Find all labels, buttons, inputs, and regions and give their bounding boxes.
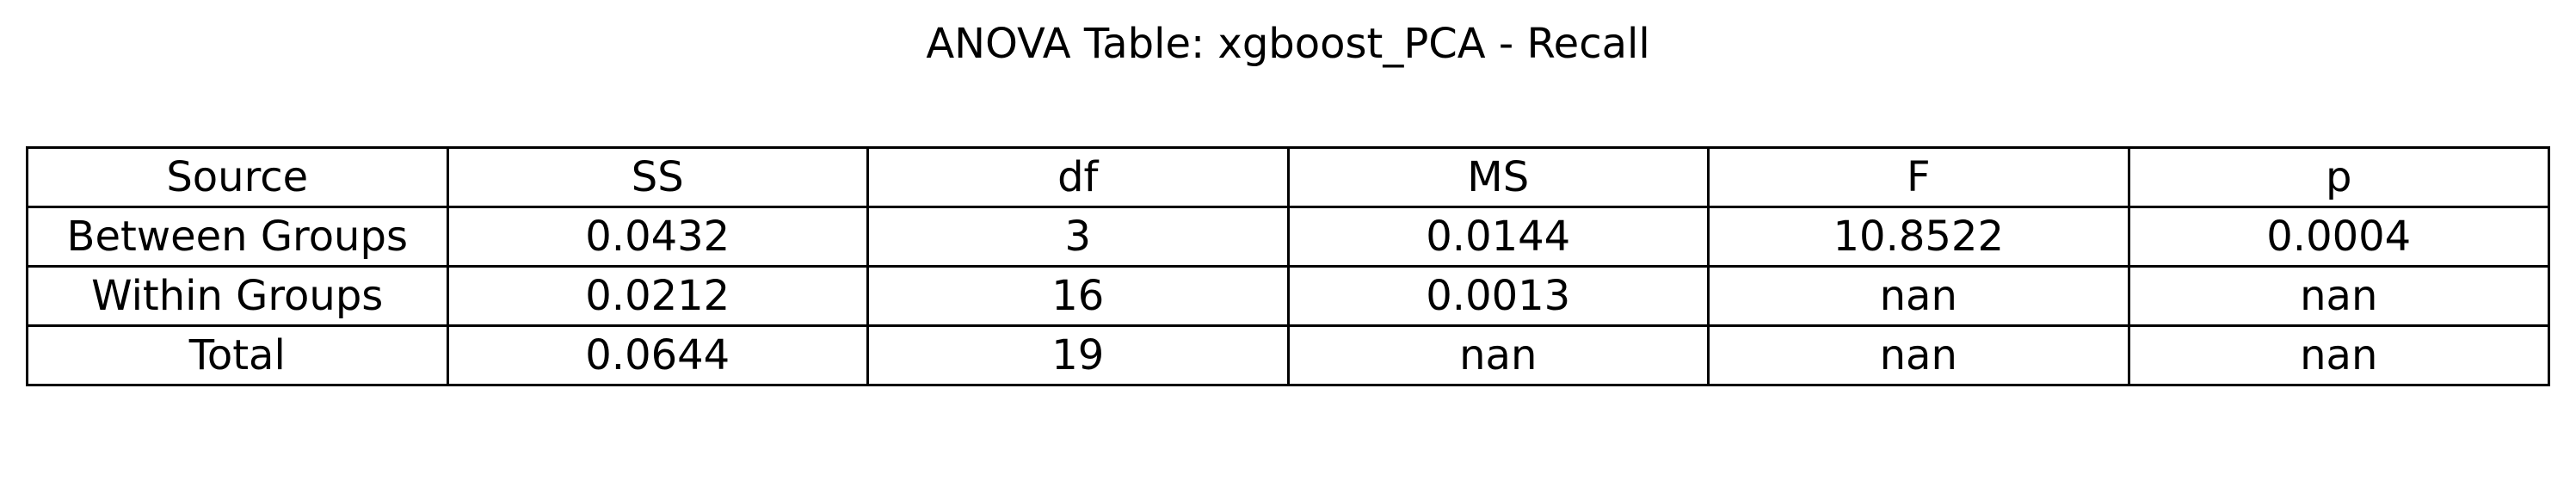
cell-df: 19 [866,324,1290,386]
header-cell-source: Source [26,146,449,208]
cell-source: Between Groups [26,206,449,268]
header-cell-ms: MS [1286,146,1710,208]
cell-source: Within Groups [26,265,449,327]
cell-f: nan [1707,265,2130,327]
cell-source: Total [26,324,449,386]
table-row: Within Groups 0.0212 16 0.0013 nan nan [26,265,2550,327]
cell-ms: 0.0013 [1286,265,1710,327]
table-row: Total 0.0644 19 nan nan nan [26,324,2550,386]
header-row: Source SS df MS F p [26,146,2550,208]
cell-p: nan [2127,265,2550,327]
header-cell-ss: SS [446,146,869,208]
cell-p: 0.0004 [2127,206,2550,268]
header-cell-f: F [1707,146,2130,208]
table-row: Between Groups 0.0432 3 0.0144 10.8522 0… [26,206,2550,268]
table-title: ANOVA Table: xgboost_PCA - Recall [926,20,1650,68]
cell-ss: 0.0644 [446,324,869,386]
cell-f: nan [1707,324,2130,386]
cell-f: 10.8522 [1707,206,2130,268]
header-cell-df: df [866,146,1290,208]
cell-df: 16 [866,265,1290,327]
cell-p: nan [2127,324,2550,386]
header-cell-p: p [2127,146,2550,208]
cell-ss: 0.0432 [446,206,869,268]
cell-ms: nan [1286,324,1710,386]
cell-ss: 0.0212 [446,265,869,327]
cell-df: 3 [866,206,1290,268]
anova-table: Source SS df MS F p Between Groups 0.043… [26,146,2550,386]
cell-ms: 0.0144 [1286,206,1710,268]
